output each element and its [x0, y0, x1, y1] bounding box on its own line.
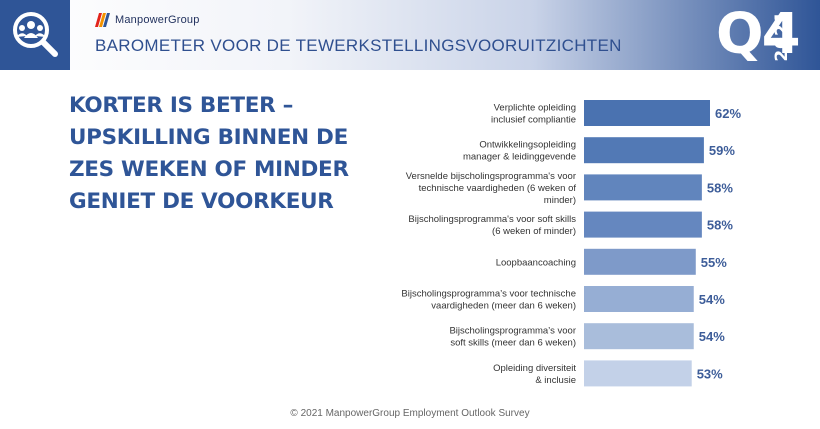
bar	[584, 137, 704, 164]
category-label: Bijscholingsprogramma's voor soft skills	[408, 214, 576, 225]
category-label: & inclusie	[535, 375, 576, 386]
bar-value-label: 58%	[707, 180, 733, 195]
bar-value-label: 62%	[715, 106, 741, 121]
bar-value-label: 59%	[709, 143, 735, 158]
category-label: (6 weken of minder)	[492, 226, 576, 237]
category-label: Bijscholingsprogramma’s voor	[449, 326, 576, 337]
category-label: Loopbaancoaching	[496, 257, 576, 268]
category-label: Ontwikkelingsopleiding	[479, 140, 576, 151]
category-label: soft skills (meer dan 6 weken)	[450, 338, 576, 349]
headline: KORTER IS BETER – UPSKILLING BINNEN DE Z…	[69, 90, 369, 218]
bar	[584, 360, 692, 387]
category-label: Verplichte opleiding	[494, 103, 576, 114]
bar-value-label: 53%	[697, 366, 723, 381]
bar	[584, 174, 702, 201]
bar	[584, 286, 694, 312]
quarter-label: Q4	[716, 2, 801, 67]
headline-line: UPSKILLING BINNEN DE	[69, 125, 348, 150]
category-label: technische vaardigheden (6 weken of	[419, 183, 577, 194]
page-subtitle: BAROMETER VOOR DE TEWERKSTELLINGSVOORUIT…	[95, 36, 622, 55]
category-label: Bijscholingsprogramma’s voor technische	[401, 289, 576, 300]
category-label: Versnelde bijscholingsprogramma's voor	[406, 171, 576, 182]
bar-value-label: 54%	[699, 292, 725, 307]
headline-line: GENIET DE VOORKEUR	[69, 189, 334, 214]
manpowergroup-logo: ManpowerGroup	[95, 12, 200, 28]
header-banner: ManpowerGroup BAROMETER VOOR DE TEWERKST…	[0, 0, 820, 70]
bar	[584, 248, 696, 275]
search-people-icon	[0, 0, 70, 70]
bar	[584, 100, 710, 126]
category-label: inclusief compliantie	[491, 115, 576, 126]
category-label: vaardigheden (meer dan 6 weken)	[431, 301, 576, 312]
manpowergroup-logo-icon	[95, 13, 110, 27]
category-label: manager & leidinggevende	[463, 152, 576, 163]
category-label: Opleiding diversiteit	[493, 363, 576, 374]
bar-value-label: 54%	[699, 329, 725, 344]
category-label: minder)	[544, 195, 576, 206]
bar	[584, 211, 702, 238]
bar-value-label: 55%	[701, 255, 727, 270]
headline-line: ZES WEKEN OF MINDER	[69, 157, 349, 182]
copyright-footer: © 2021 ManpowerGroup Employment Outlook …	[290, 408, 530, 419]
logo-text: ManpowerGroup	[115, 14, 200, 26]
headline-line: KORTER IS BETER –	[69, 93, 294, 118]
bar-value-label: 58%	[707, 218, 733, 233]
bar	[584, 323, 694, 350]
